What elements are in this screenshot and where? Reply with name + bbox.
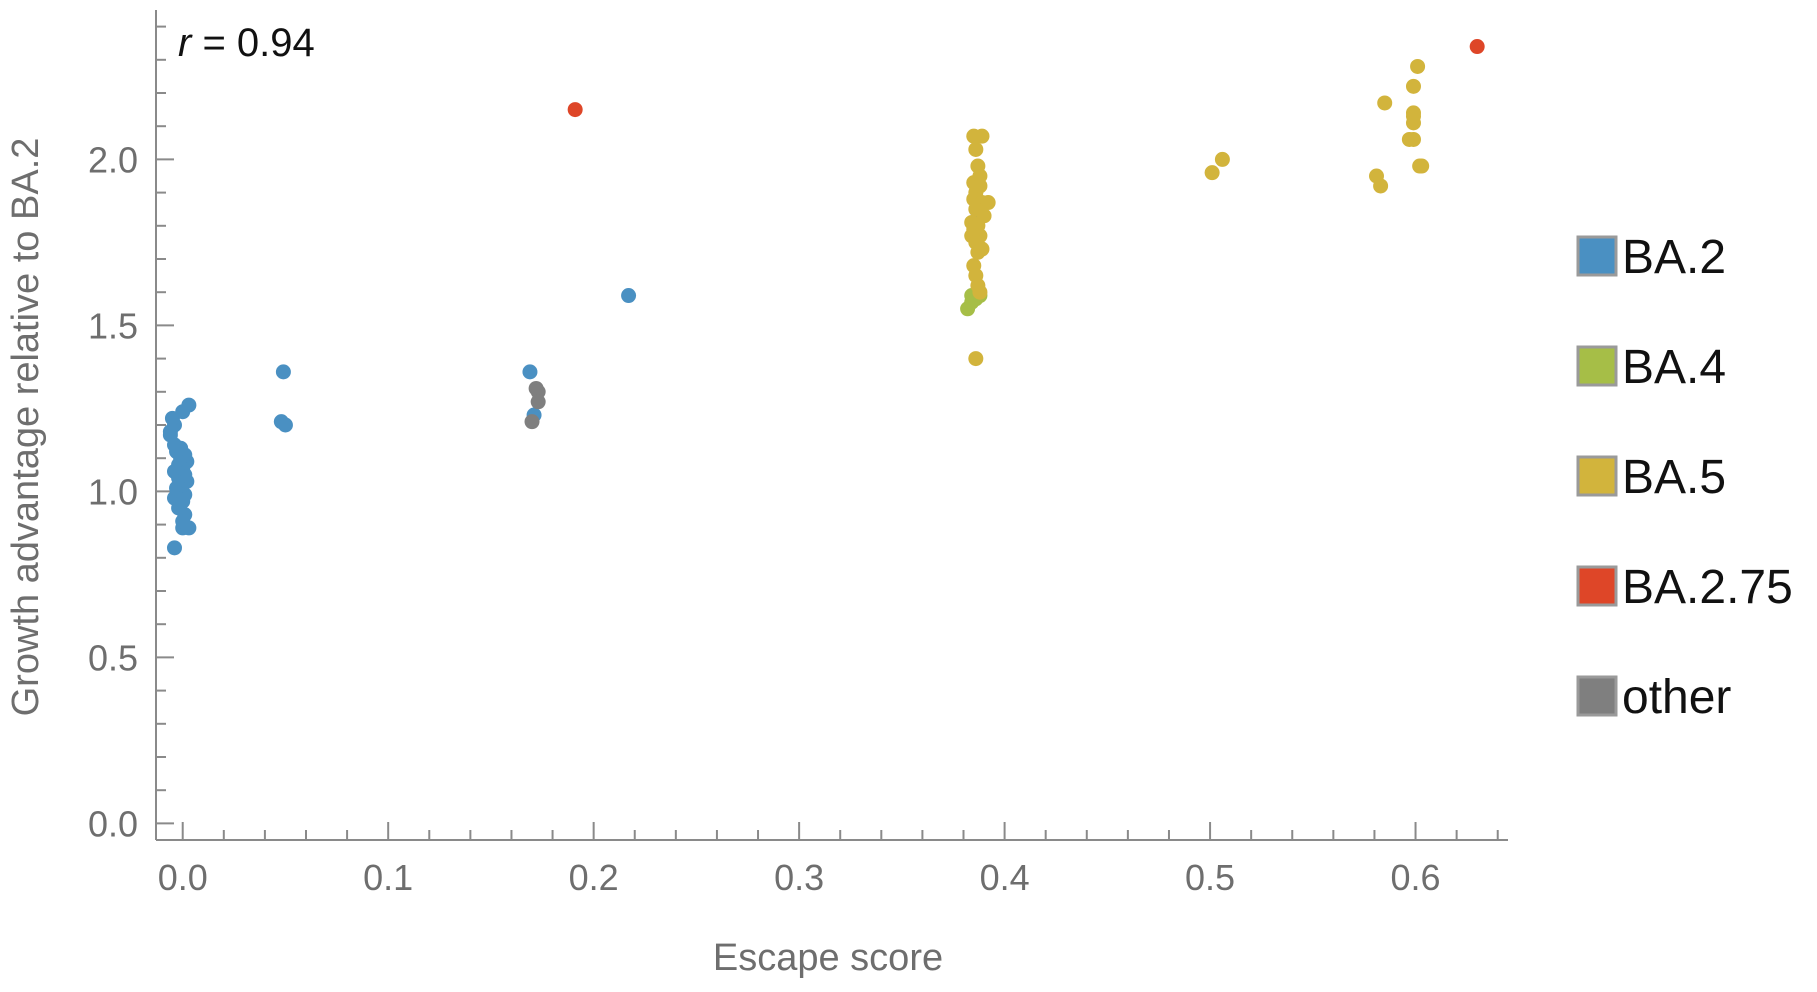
data-point — [1405, 78, 1421, 94]
legend-label: BA.2.75 — [1622, 561, 1793, 614]
correlation-annotation: r = 0.94 — [178, 21, 315, 65]
y-tick-label: 1.5 — [88, 305, 138, 346]
x-axis-title: Escape score — [713, 937, 943, 979]
data-point — [275, 364, 291, 380]
series-ba-2 — [162, 205, 986, 556]
data-point — [1373, 178, 1389, 194]
legend-label: BA.2 — [1622, 231, 1726, 284]
y-axis-title: Growth advantage relative to BA.2 — [5, 138, 47, 717]
legend: BA.2 BA.4 BA.5 BA.2.75 other — [1576, 231, 1793, 724]
legend-item: BA.5 — [1576, 451, 1726, 504]
annotation-symbol: r — [178, 21, 193, 65]
series-ba-2-75 — [567, 39, 1485, 118]
legend-label: other — [1622, 671, 1731, 724]
legend-label: BA.5 — [1622, 451, 1726, 504]
data-point — [1414, 158, 1430, 174]
data-point — [530, 394, 546, 410]
data-point — [567, 102, 583, 118]
data-point — [524, 414, 540, 430]
data-point — [1405, 131, 1421, 147]
y-tick-label: 0.5 — [88, 637, 138, 678]
data-points — [162, 39, 1485, 556]
x-tick-label: 0.2 — [569, 857, 619, 898]
y-tick-label: 0.0 — [88, 803, 138, 844]
x-tick-label: 0.4 — [980, 857, 1030, 898]
series-ba-5 — [964, 58, 1430, 367]
data-point — [277, 417, 293, 433]
legend-swatch — [1576, 235, 1618, 277]
data-point — [621, 288, 637, 304]
x-tick-label: 0.6 — [1391, 857, 1441, 898]
data-point — [1204, 165, 1220, 181]
data-point — [522, 364, 538, 380]
data-point — [980, 195, 996, 211]
legend-swatch — [1576, 455, 1618, 497]
legend-swatch — [1576, 345, 1618, 387]
data-point — [968, 351, 984, 367]
legend-item: BA.2 — [1576, 231, 1726, 284]
y-tick-label: 1.0 — [88, 471, 138, 512]
data-point — [1377, 95, 1393, 111]
data-point — [1410, 58, 1426, 74]
data-point — [970, 244, 986, 260]
legend-label: BA.4 — [1622, 341, 1726, 394]
data-point — [974, 128, 990, 144]
data-point — [181, 397, 197, 413]
x-tick-label: 0.5 — [1185, 857, 1235, 898]
data-point — [972, 284, 988, 300]
series-other — [524, 380, 546, 430]
annotation-value: = 0.94 — [191, 21, 314, 65]
legend-swatch — [1576, 565, 1618, 607]
legend-item: other — [1576, 671, 1731, 724]
x-tick-label: 0.1 — [363, 857, 413, 898]
legend-item: BA.4 — [1576, 341, 1726, 394]
data-point — [1214, 151, 1230, 167]
axes: 0.0 0.1 0.2 0.3 0.4 0.5 0.6 0.0 0.5 1.0 1.5 2.0 — [88, 10, 1508, 898]
data-point — [968, 141, 984, 157]
legend-swatch — [1576, 675, 1618, 717]
y-tick-label: 2.0 — [88, 139, 138, 180]
legend-item: BA.2.75 — [1576, 561, 1793, 614]
data-point — [1469, 39, 1485, 55]
x-tick-label: 0.0 — [158, 857, 208, 898]
x-tick-label: 0.3 — [774, 857, 824, 898]
data-point — [1405, 108, 1421, 124]
data-point — [166, 540, 182, 556]
